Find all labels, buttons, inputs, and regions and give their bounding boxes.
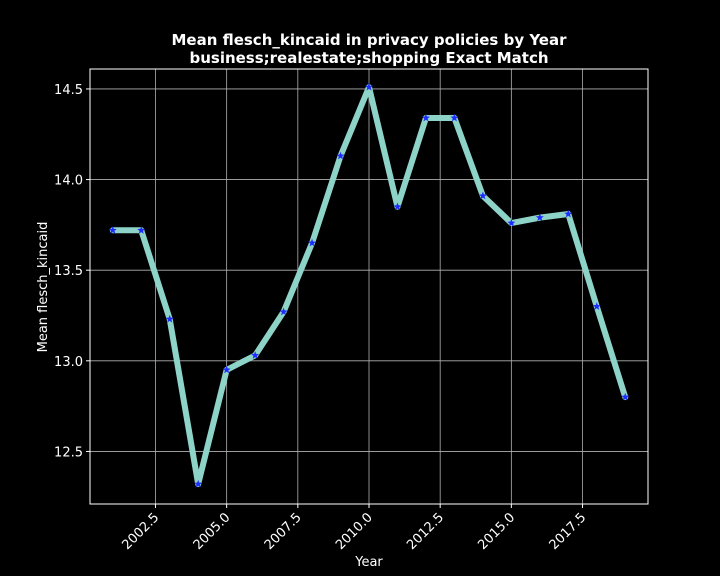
data-point-marker xyxy=(507,218,516,227)
y-tick-label: 13.5 xyxy=(54,264,83,279)
x-tick-label: 2002.5 xyxy=(120,510,163,553)
data-point-marker xyxy=(137,226,146,234)
data-point-marker xyxy=(450,113,459,122)
x-tick-label: 2007.5 xyxy=(262,510,305,553)
y-tick-label: 14.0 xyxy=(54,174,83,189)
plot-frame xyxy=(89,68,649,505)
data-point-marker xyxy=(535,213,544,222)
y-tick-label: 12.5 xyxy=(54,445,83,460)
data-point-marker xyxy=(279,307,288,316)
y-tick-label: 14.5 xyxy=(54,83,83,98)
x-tick-label: 2015.0 xyxy=(475,510,518,553)
x-tick-label: 2010.0 xyxy=(333,510,376,553)
x-tick-label: 2012.5 xyxy=(404,510,447,553)
data-point-marker xyxy=(194,479,203,488)
data-point-marker xyxy=(592,302,601,310)
data-point-marker xyxy=(365,82,373,91)
data-point-marker xyxy=(421,113,430,122)
data-point-marker xyxy=(336,151,345,160)
series-group xyxy=(108,82,630,488)
x-axis-ticks: 2002.5 2005.0 2007.5 2010.0 2012.5 2015.0 2017… xyxy=(120,504,590,553)
x-tick-label: 2017.5 xyxy=(547,510,590,553)
data-point-marker xyxy=(308,238,317,247)
data-point-marker xyxy=(393,202,402,211)
data-point-marker xyxy=(251,351,260,359)
chart-subtitle: business;realestate;shopping Exact Match xyxy=(189,49,548,67)
y-tick-label: 13.0 xyxy=(54,355,83,370)
data-point-marker xyxy=(165,314,174,323)
data-point-marker xyxy=(621,392,630,401)
data-point-marker xyxy=(478,191,487,200)
chart-title: Mean flesch_kincaid in privacy policies … xyxy=(171,31,567,49)
data-point-marker xyxy=(564,209,573,218)
grid-lines xyxy=(90,69,648,504)
y-axis-label: Mean flesch_kincaid xyxy=(36,222,51,353)
data-point-marker xyxy=(222,365,231,374)
x-axis-label: Year xyxy=(354,555,383,570)
y-axis-ticks: 12.5 13.0 13.5 14.0 14.5 xyxy=(54,83,90,460)
data-point-marker xyxy=(108,226,117,234)
x-tick-label: 2005.0 xyxy=(191,510,234,553)
